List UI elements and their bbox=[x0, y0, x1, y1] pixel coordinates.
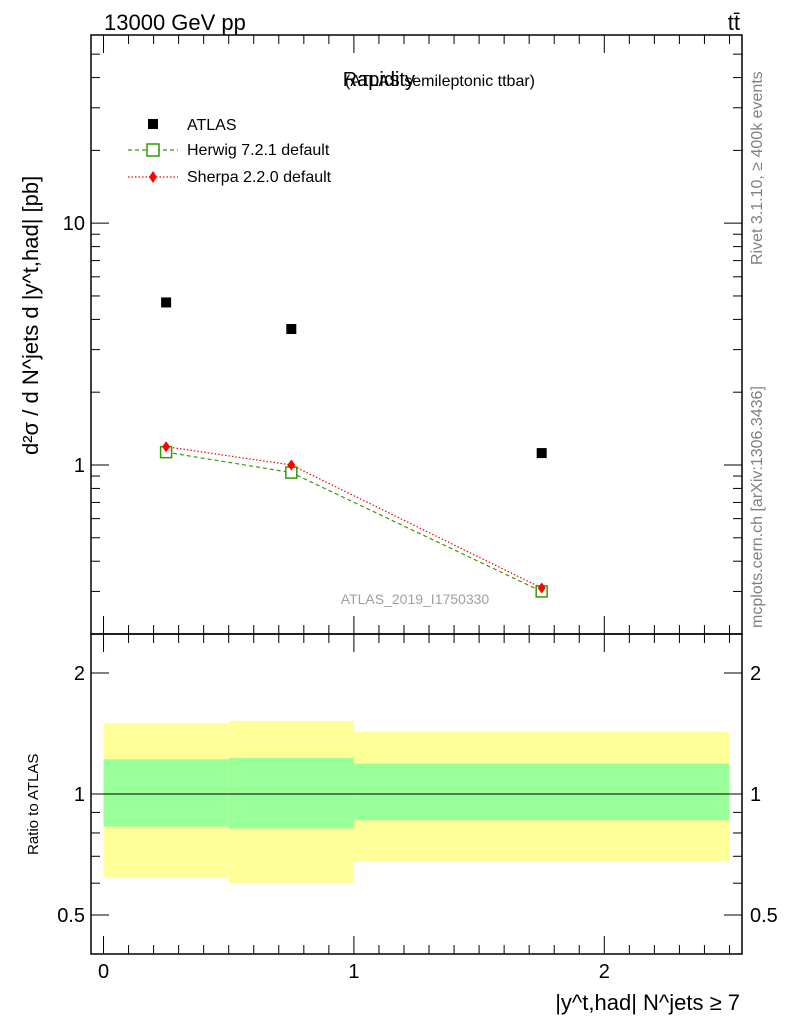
legend-sherpa-label: Sherpa 2.2.0 default bbox=[187, 169, 332, 186]
ratio-ytick-label-right: 0.5 bbox=[750, 905, 778, 927]
legend-herwig-marker bbox=[146, 143, 160, 157]
chart-subtitle: (ATLAS semileptonic ttbar) bbox=[345, 73, 535, 90]
rivet-label: Rivet 3.1.10, ≥ 400k events bbox=[749, 71, 766, 265]
ratio-xtick-label: 2 bbox=[599, 961, 610, 983]
ratio-inner-band bbox=[228, 757, 354, 829]
ratio-inner-band bbox=[103, 759, 229, 827]
ratio-ytick-label-left: 2 bbox=[74, 663, 85, 685]
sherpa-point bbox=[537, 582, 546, 594]
process-label: tt̄ bbox=[728, 10, 740, 35]
main-data-layer bbox=[159, 297, 548, 598]
ratio-panel: 0.5 0.5 1 1 2 2 0 1 2 Ratio to ATLAS |y^t,had| N… bbox=[25, 633, 778, 1015]
ratio-xlabel: |y^t,had| N^jets ≥ 7 bbox=[555, 990, 740, 1015]
legend-atlas-label: ATLAS bbox=[187, 117, 237, 134]
ratio-xtick-label: 0 bbox=[98, 961, 109, 983]
legend: ATLAS Herwig 7.2.1 default Sherpa 2.2.0 … bbox=[128, 117, 332, 186]
legend-atlas-marker bbox=[148, 119, 158, 129]
main-ytick-label: 1 bbox=[74, 455, 85, 477]
atlas-point bbox=[161, 297, 172, 308]
energy-label: 13000 GeV pp bbox=[104, 10, 246, 35]
ratio-bands-layer bbox=[91, 720, 742, 884]
ratio-ytick-label-right: 2 bbox=[750, 663, 761, 685]
legend-sherpa-marker bbox=[149, 171, 157, 183]
chart-title: Rapidity bbox=[343, 69, 415, 91]
ratio-ylabel: Ratio to ATLAS bbox=[25, 754, 42, 855]
main-ylabel: d²σ / d N^jets d |y^t,had| [pb] bbox=[18, 176, 43, 455]
herwig-series-line bbox=[166, 451, 542, 592]
sherpa-series-line bbox=[166, 446, 542, 589]
sherpa-point bbox=[162, 441, 171, 453]
main-panel: 110 Rapidity (ATLAS semileptonic ttbar) … bbox=[18, 34, 743, 635]
analysis-id-label: ATLAS_2019_I1750330 bbox=[341, 591, 490, 607]
ratio-inner-band bbox=[353, 763, 730, 821]
source-label: mcplots.cern.ch [arXiv:1306.3436] bbox=[749, 386, 766, 628]
ratio-ytick-label-right: 1 bbox=[750, 784, 761, 806]
ratio-ytick-label-left: 0.5 bbox=[57, 905, 85, 927]
ratio-axis-ticks: 0.5 0.5 1 1 2 2 0 1 2 bbox=[57, 634, 778, 983]
ratio-xtick-label: 1 bbox=[348, 961, 359, 983]
legend-herwig-label: Herwig 7.2.1 default bbox=[187, 142, 330, 159]
atlas-point bbox=[286, 324, 297, 335]
sherpa-point bbox=[287, 459, 296, 471]
atlas-point bbox=[536, 448, 547, 459]
main-ytick-label: 10 bbox=[63, 213, 85, 235]
main-axis-ticks: 1 10 bbox=[63, 34, 742, 635]
ratio-ytick-label-left: 1 bbox=[74, 784, 85, 806]
